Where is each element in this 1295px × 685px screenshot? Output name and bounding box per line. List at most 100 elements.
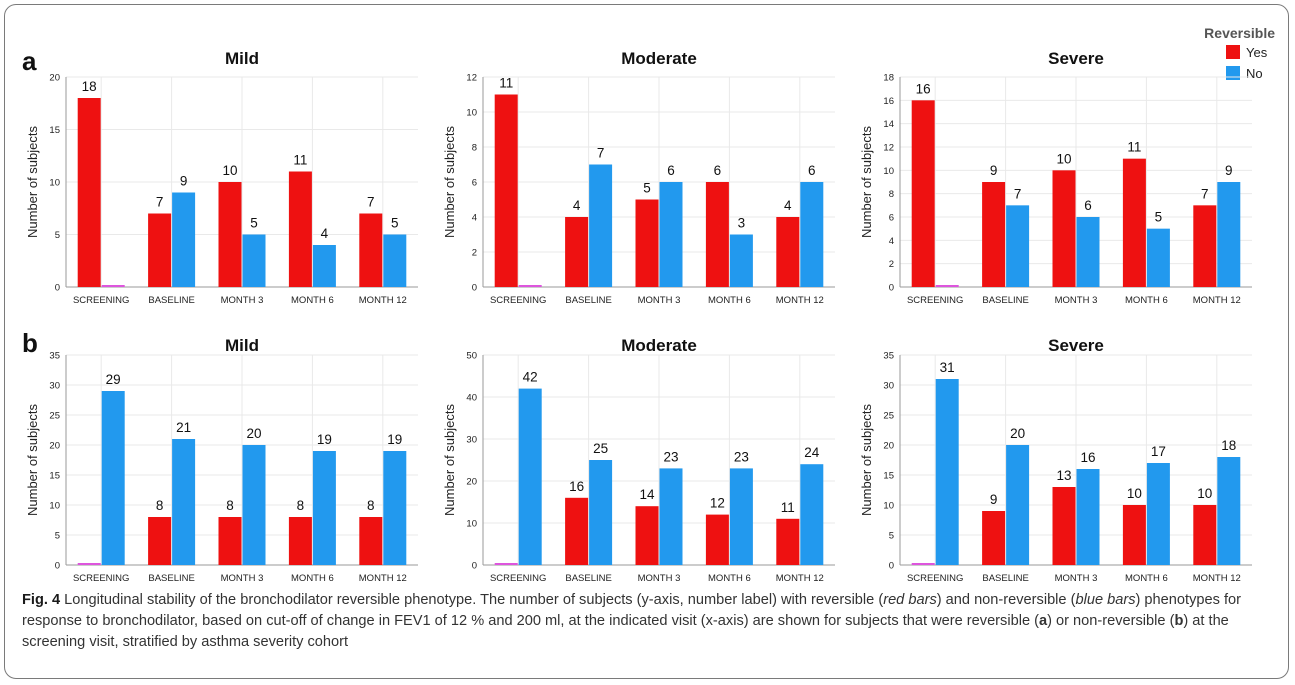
bar-no-zero (518, 285, 542, 287)
bar-no (589, 460, 613, 565)
x-tick-label: MONTH 3 (221, 295, 264, 306)
bar-value-label: 24 (804, 445, 820, 460)
bar-no (1076, 217, 1100, 287)
bar-value-label: 20 (246, 426, 261, 441)
bar-value-label: 16 (569, 479, 584, 494)
bar-value-label: 7 (1014, 186, 1022, 201)
bar-value-label: 12 (710, 496, 725, 511)
y-tick-label: 0 (889, 561, 894, 572)
chart-title: Severe (1048, 336, 1104, 355)
y-tick-label: 25 (883, 411, 894, 422)
x-tick-label: BASELINE (565, 295, 611, 306)
bar-value-label: 6 (714, 163, 722, 178)
bar-yes (911, 100, 935, 287)
x-tick-label: BASELINE (148, 295, 194, 306)
x-tick-label: MONTH 6 (291, 295, 334, 306)
bar-value-label: 9 (180, 174, 188, 189)
bar-yes (288, 517, 312, 565)
x-tick-label: MONTH 12 (776, 295, 824, 306)
bar-no (101, 391, 125, 565)
panel-letter-b: b (22, 328, 38, 358)
bar-value-label: 19 (387, 432, 402, 447)
bar-no (312, 451, 336, 565)
bar-yes (1052, 487, 1076, 565)
bar-value-label: 20 (1010, 426, 1025, 441)
bar-yes (776, 518, 800, 565)
caption-text: Longitudinal stability of the bronchodil… (22, 592, 1241, 650)
y-tick-label: 5 (889, 531, 894, 542)
bar-yes (635, 199, 659, 287)
y-tick-label: 0 (472, 561, 477, 572)
bar-yes (1193, 205, 1217, 287)
y-tick-label: 20 (466, 477, 477, 488)
bar-yes (359, 213, 383, 287)
bar-yes (148, 517, 172, 565)
bar-no-zero (935, 285, 959, 287)
chart-title: Mild (225, 49, 259, 68)
bar-value-label: 11 (499, 76, 513, 91)
y-axis-label: Number of subjects (25, 126, 40, 238)
x-tick-label: SCREENING (907, 573, 963, 584)
bar-yes (359, 517, 383, 565)
x-tick-label: MONTH 12 (1193, 573, 1241, 584)
y-tick-label: 20 (49, 73, 60, 84)
x-tick-label: SCREENING (490, 573, 546, 584)
bar-value-label: 6 (667, 163, 675, 178)
bar-yes (1122, 505, 1146, 565)
x-tick-label: SCREENING (73, 295, 129, 306)
y-tick-label: 0 (889, 283, 894, 294)
y-tick-label: 5 (55, 531, 60, 542)
x-tick-label: SCREENING (490, 295, 546, 306)
bar-yes (494, 94, 518, 287)
y-tick-label: 15 (49, 125, 60, 136)
y-tick-label: 15 (49, 471, 60, 482)
bar-no (1217, 182, 1241, 287)
x-tick-label: MONTH 6 (708, 295, 751, 306)
chart-b-mild: Mild 0 5 10 15 20 25 30 35 Number of subjects 29 SC… (25, 336, 418, 584)
bar-value-label: 13 (1056, 468, 1071, 483)
bar-no (935, 379, 959, 565)
y-tick-label: 10 (883, 501, 894, 512)
legend-label-no: No (1246, 66, 1263, 81)
bar-value-label: 17 (1151, 444, 1166, 459)
bar-no (800, 182, 824, 287)
bar-value-label: 16 (1080, 450, 1095, 465)
bar-value-label: 4 (321, 226, 329, 241)
chart-b-severe: Severe 0 5 10 15 20 25 30 35 Number of subjects 31… (859, 336, 1252, 584)
x-tick-label: MONTH 12 (359, 573, 407, 584)
bar-value-label: 42 (523, 370, 538, 385)
x-tick-label: SCREENING (907, 295, 963, 306)
y-tick-label: 10 (466, 519, 477, 530)
bar-value-label: 21 (176, 420, 191, 435)
x-tick-label: BASELINE (565, 573, 611, 584)
bar-no (729, 468, 753, 565)
bar-value-label: 8 (226, 498, 234, 513)
legend-title: Reversible (1204, 25, 1275, 41)
panel-letter-a: a (22, 46, 37, 76)
bar-value-label: 11 (1127, 140, 1141, 155)
bar-value-label: 23 (734, 449, 749, 464)
x-tick-label: BASELINE (982, 295, 1028, 306)
x-tick-label: MONTH 6 (291, 573, 334, 584)
bar-no (589, 164, 613, 287)
y-tick-label: 6 (472, 178, 477, 189)
bar-value-label: 4 (573, 198, 581, 213)
chart-a-severe: Severe 0 2 4 6 8 10 12 14 16 18 Number of subjects 1… (859, 49, 1252, 306)
y-tick-label: 35 (49, 351, 60, 362)
bar-value-label: 29 (106, 372, 121, 387)
bar-no (1006, 445, 1030, 565)
x-tick-label: MONTH 3 (1055, 573, 1098, 584)
bar-no (242, 445, 266, 565)
bar-no (1146, 463, 1170, 565)
y-tick-label: 20 (49, 441, 60, 452)
bar-value-label: 6 (808, 163, 816, 178)
bar-no (800, 464, 824, 565)
bar-yes (1193, 505, 1217, 565)
y-axis-label: Number of subjects (442, 126, 457, 238)
bar-value-label: 8 (297, 498, 305, 513)
bar-value-label: 6 (1084, 198, 1092, 213)
bar-value-label: 18 (82, 79, 97, 94)
y-tick-label: 4 (472, 213, 477, 224)
x-tick-label: MONTH 3 (638, 573, 681, 584)
bar-yes-zero (494, 563, 518, 565)
